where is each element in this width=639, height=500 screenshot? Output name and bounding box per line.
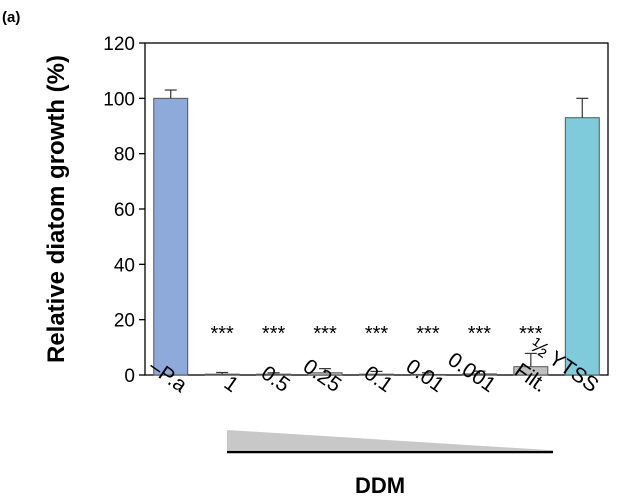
significance-label: *** <box>262 323 286 345</box>
y-tick-label: 0 <box>124 366 135 387</box>
x-tick-label: 0.01 <box>402 355 449 397</box>
x-tick-label: 0.1 <box>360 362 397 398</box>
y-tick-label: 100 <box>103 89 135 110</box>
y-tick-label: 60 <box>114 200 135 221</box>
significance-label: *** <box>313 323 337 345</box>
bar <box>564 117 600 376</box>
plot-area: 020406080100120–P.a***1***0.5***0.25***0… <box>103 34 609 398</box>
concentration-gradient-wedge <box>227 430 548 450</box>
y-tick-label: 120 <box>103 34 135 55</box>
x-tick-label: 0.5 <box>257 362 294 398</box>
x-tick-label: 0.001 <box>443 348 499 397</box>
significance-label: *** <box>210 323 234 345</box>
y-tick-label: 40 <box>114 255 135 276</box>
bar <box>153 97 189 376</box>
y-tick-label: 20 <box>114 311 135 332</box>
ddm-group-label: DDM <box>355 473 405 498</box>
panel-label: (a) <box>2 9 20 26</box>
significance-label: *** <box>468 323 492 345</box>
y-axis-title: Relative diatom growth (%) <box>43 55 70 363</box>
significance-label: *** <box>416 323 440 345</box>
significance-label: *** <box>519 323 543 345</box>
x-tick-label: 0.25 <box>299 355 346 397</box>
significance-label: *** <box>365 323 389 345</box>
y-tick-label: 80 <box>114 145 135 166</box>
